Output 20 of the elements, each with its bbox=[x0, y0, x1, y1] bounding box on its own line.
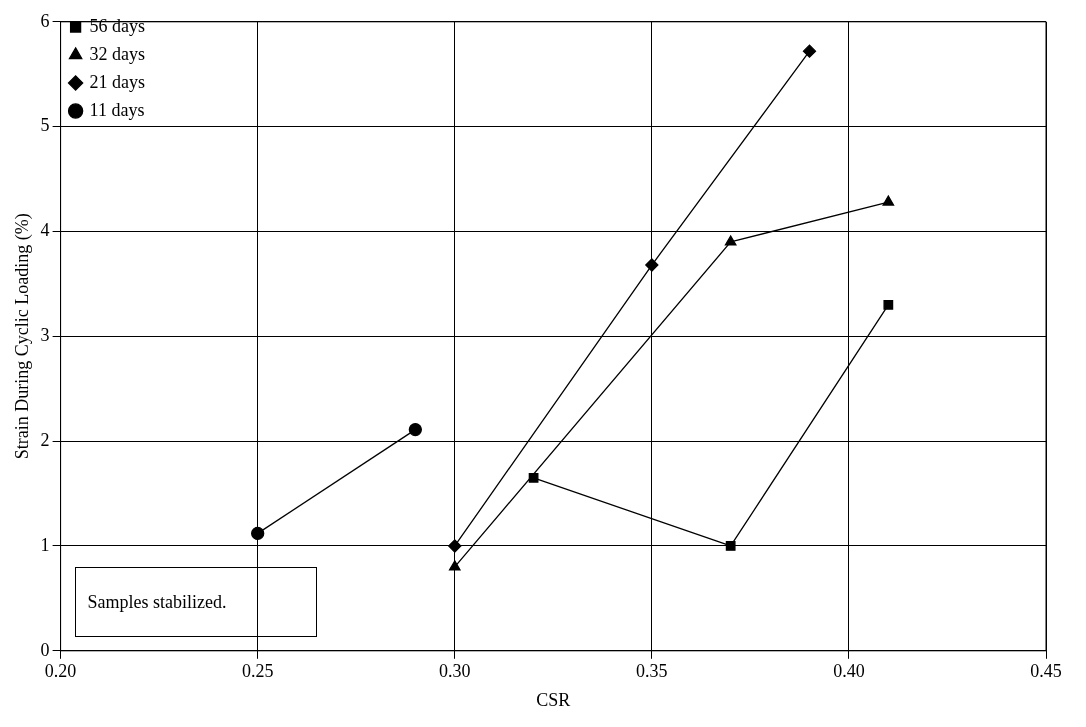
y-tick-label: 3 bbox=[40, 325, 50, 346]
y-tick-label: 4 bbox=[40, 220, 50, 241]
annotation: Samples stabilized. bbox=[87, 590, 228, 614]
x-tick-label: 0.20 bbox=[44, 661, 77, 682]
legend-label: 11 days bbox=[89, 99, 145, 120]
y-axis-title: Strain During Cyclic Loading (%) bbox=[11, 213, 33, 460]
y-tick-label: 5 bbox=[40, 115, 50, 136]
y-tick-label: 6 bbox=[40, 10, 50, 31]
legend-label: 32 days bbox=[89, 43, 146, 64]
y-tick-label: 2 bbox=[40, 429, 50, 450]
x-axis-title: CSR bbox=[536, 689, 571, 710]
legend-label: 21 days bbox=[89, 71, 146, 92]
x-tick-label: 0.35 bbox=[636, 661, 668, 682]
y-tick-label: 0 bbox=[40, 639, 50, 660]
x-tick-label: 0.25 bbox=[241, 661, 274, 682]
x-tick-label: 0.30 bbox=[439, 661, 471, 682]
x-tick-label: 0.40 bbox=[833, 661, 865, 682]
y-tick-label: 1 bbox=[40, 534, 50, 555]
x-tick-label: 0.45 bbox=[1030, 661, 1062, 682]
legend-label: 56 days bbox=[89, 15, 146, 36]
